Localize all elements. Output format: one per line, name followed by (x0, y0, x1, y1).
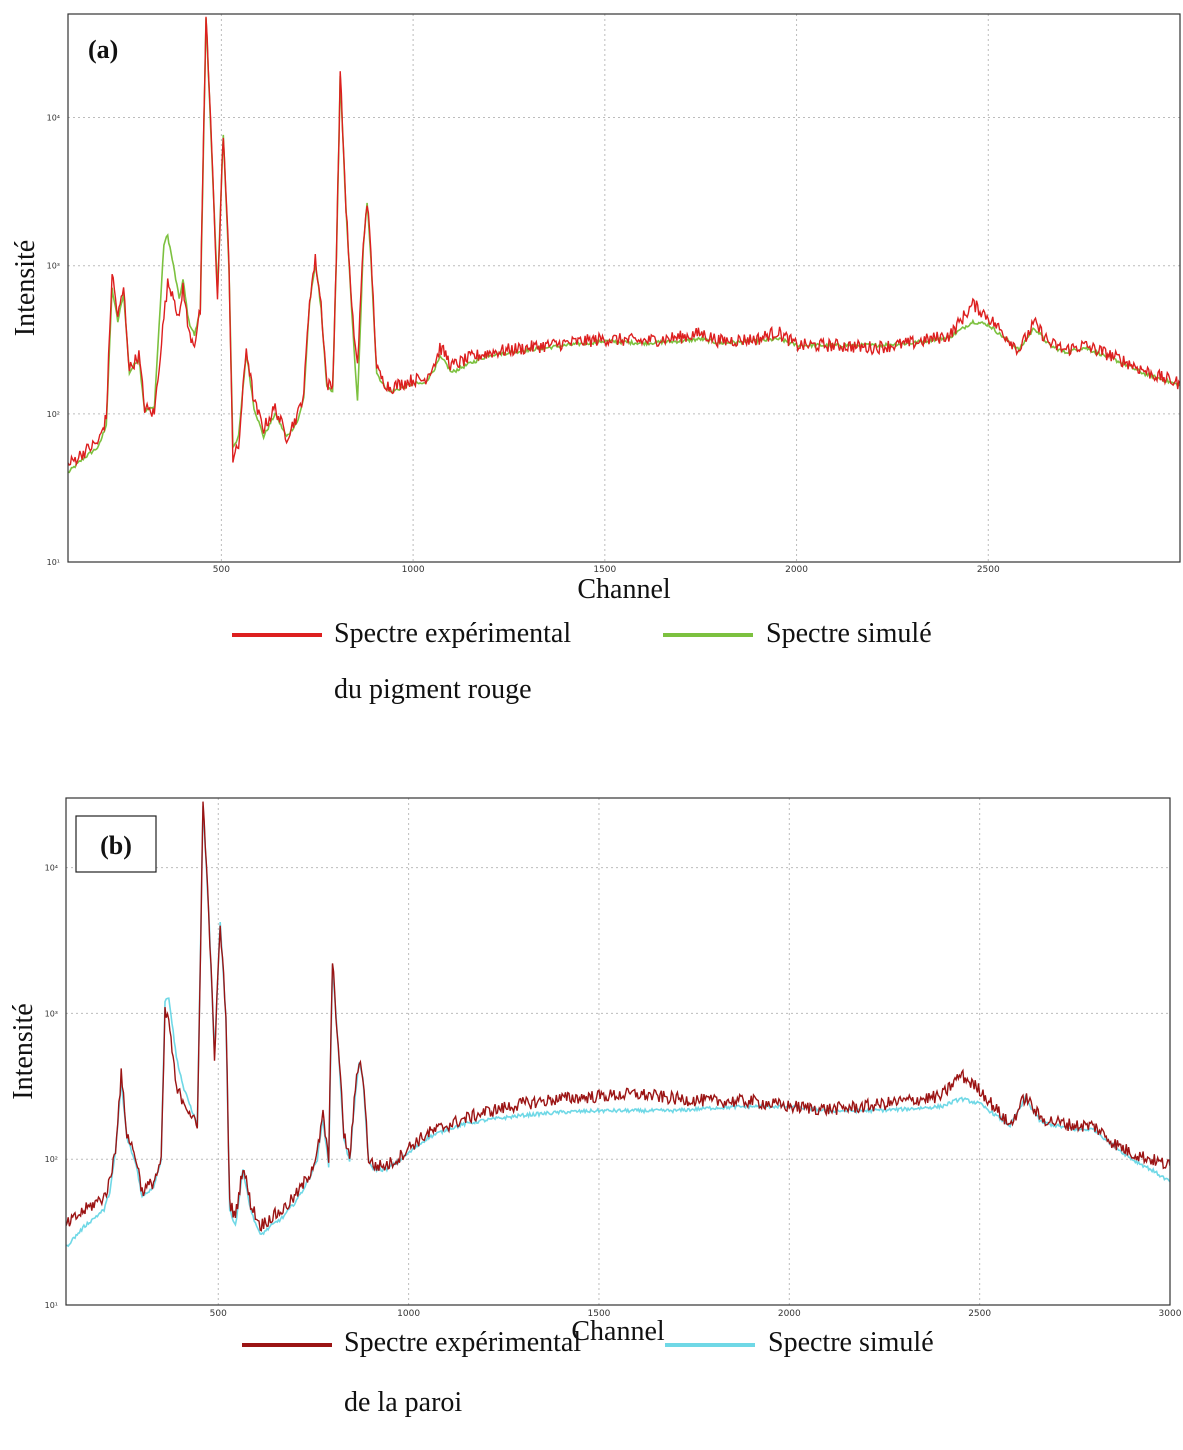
legend-label-simulated: Spectre simulé (768, 1327, 934, 1358)
y-axis-label: Intensité (8, 1003, 39, 1099)
panel-label-box (75, 815, 157, 873)
y-axis-label: Intensité (10, 240, 41, 336)
legend-panel-b: Spectre expérimental de la paroi Spectre… (0, 1323, 1183, 1433)
plot-frame (67, 13, 1181, 563)
legend-label-simulated: Spectre simulé (766, 618, 932, 649)
series-line-experimental (66, 801, 1170, 1232)
panel-label: (b) (100, 831, 132, 860)
series-line-experimental (68, 16, 1180, 467)
legend-swatch-experimental (232, 633, 322, 637)
x-tick-label: 2000 (778, 1309, 801, 1319)
y-tick-label: 10³ (45, 1009, 58, 1018)
legend-label-experimental: Spectre expérimental (334, 618, 572, 649)
y-tick-label: 10² (47, 410, 60, 419)
x-tick-label: 500 (213, 565, 230, 575)
x-tick-label: 1500 (588, 1309, 611, 1319)
x-tick-label: 1000 (402, 565, 425, 575)
series-line-simulated (66, 806, 1170, 1248)
legend-label-experimental-line2: de la paroi (344, 1387, 463, 1418)
panel-label: (a) (88, 35, 118, 64)
x-tick-label: 500 (210, 1309, 227, 1319)
y-tick-label: 10¹ (47, 558, 60, 567)
y-tick-label: 10⁴ (47, 114, 60, 123)
legend-label-experimental-line2: du pigment rouge (334, 674, 532, 705)
y-tick-label: 10¹ (45, 1301, 58, 1310)
legend-swatch-simulated (665, 1343, 755, 1347)
legend-panel-a: Spectre expérimental du pigment rouge Sp… (0, 614, 1183, 724)
plot-frame (65, 797, 1171, 1306)
y-tick-label: 10³ (47, 262, 60, 271)
y-tick-label: 10² (45, 1155, 58, 1164)
series-line-simulated (68, 18, 1180, 474)
chart-panel-a: 500 1000 1500 2000 2500 10¹ 10² 10³ 10⁴ Channel In… (10, 13, 1181, 605)
x-tick-label: 2000 (785, 565, 808, 575)
x-tick-label: 2500 (977, 565, 1000, 575)
x-axis-label: Channel (571, 1316, 665, 1347)
x-axis-label: Channel (577, 574, 671, 605)
legend-label-experimental: Spectre expérimental (344, 1327, 582, 1358)
x-tick-label: 2500 (968, 1309, 991, 1319)
x-tick-label: 1500 (593, 565, 616, 575)
legend-swatch-experimental (242, 1343, 332, 1347)
legend-swatch-simulated (663, 633, 753, 637)
x-tick-label: 1000 (397, 1309, 420, 1319)
x-tick-label: 3000 (1159, 1309, 1182, 1319)
chart-panel-b: 500 1000 1500 2000 2500 3000 10¹ 10² 10³ 10⁴ Chann… (8, 797, 1182, 1347)
y-tick-label: 10⁴ (45, 864, 58, 873)
